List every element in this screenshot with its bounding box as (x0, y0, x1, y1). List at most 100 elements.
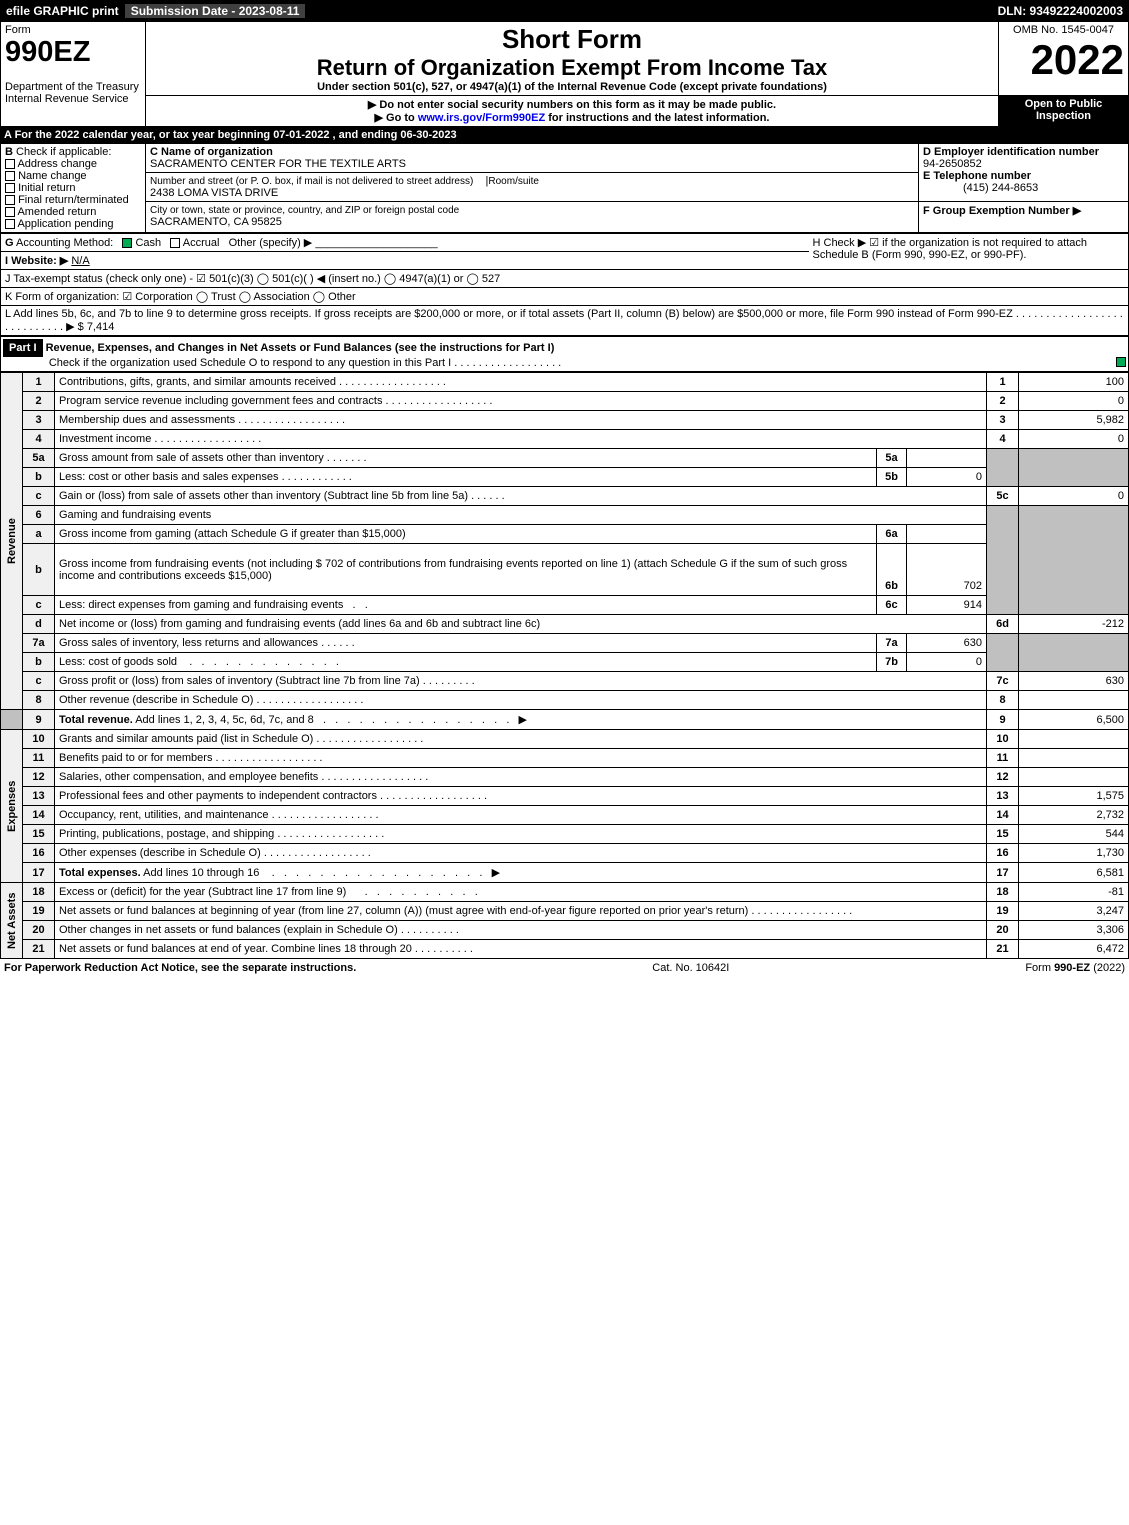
amended-checkbox[interactable] (5, 207, 15, 217)
rn15: 15 (987, 825, 1019, 844)
n7a: 7a (23, 634, 55, 653)
t5c: Gain or (loss) from sale of assets other… (55, 487, 987, 506)
v21: 6,472 (1019, 940, 1129, 959)
v20: 3,306 (1019, 921, 1129, 940)
t18: Excess or (deficit) for the year (Subtra… (55, 883, 987, 902)
subtitle: Under section 501(c), 527, or 4947(a)(1)… (150, 81, 994, 93)
n17: 17 (23, 863, 55, 883)
n6a: a (23, 525, 55, 544)
t21: Net assets or fund balances at end of ye… (55, 940, 987, 959)
t10: Grants and similar amounts paid (list in… (55, 730, 987, 749)
short-form: Short Form (150, 24, 994, 55)
t2: Program service revenue including govern… (55, 392, 987, 411)
room-label: Room/suite (488, 176, 539, 187)
v12 (1019, 768, 1129, 787)
instructions-cell: ▶ Do not enter social security numbers o… (146, 96, 999, 127)
n5b: b (23, 468, 55, 487)
v7c: 630 (1019, 672, 1129, 691)
accrual-checkbox[interactable] (170, 238, 180, 248)
sn5a: 5a (877, 449, 907, 468)
form-word: Form (5, 24, 31, 36)
name-change-checkbox[interactable] (5, 171, 15, 181)
n8: 8 (23, 691, 55, 710)
shade6 (987, 506, 1019, 615)
rev-end (1, 710, 23, 730)
t12: Salaries, other compensation, and employ… (55, 768, 987, 787)
n6d: d (23, 615, 55, 634)
n18: 18 (23, 883, 55, 902)
final-checkbox[interactable] (5, 195, 15, 205)
form-number: 990EZ (5, 36, 90, 68)
goto-link[interactable]: ▶ Go to www.irs.gov/Form990EZ for instru… (150, 111, 994, 124)
shade5 (987, 449, 1019, 487)
shade6v (1019, 506, 1129, 615)
sn6b: 6b (877, 544, 907, 596)
box-c-name: C Name of organization SACRAMENTO CENTER… (146, 144, 919, 173)
tax-year: 2022 (1003, 36, 1124, 84)
v5c: 0 (1019, 487, 1129, 506)
t8: Other revenue (describe in Schedule O) (55, 691, 987, 710)
omb-year-cell: OMB No. 1545-0047 2022 (999, 22, 1129, 96)
line-h: H Check ▶ ☑ if the organization is not r… (809, 234, 1129, 270)
expenses-vert: Expenses (1, 730, 23, 883)
t7a: Gross sales of inventory, less returns a… (55, 634, 877, 653)
dln: DLN: 93492224002003 (992, 4, 1129, 18)
n15: 15 (23, 825, 55, 844)
n7c: c (23, 672, 55, 691)
sv5b: 0 (907, 468, 987, 487)
cash-checkbox[interactable] (122, 238, 132, 248)
n19: 19 (23, 902, 55, 921)
street: 2438 LOMA VISTA DRIVE (150, 187, 278, 199)
rn2: 2 (987, 392, 1019, 411)
v4: 0 (1019, 430, 1129, 449)
v18: -81 (1019, 883, 1129, 902)
sn5b: 5b (877, 468, 907, 487)
addr-change-checkbox[interactable] (5, 159, 15, 169)
footer-left: For Paperwork Reduction Act Notice, see … (4, 962, 356, 974)
footer-mid: Cat. No. 10642I (652, 962, 729, 974)
ssn-warning: ▶ Do not enter social security numbers o… (150, 98, 994, 111)
t7c: Gross profit or (loss) from sales of inv… (55, 672, 987, 691)
submission-date: Submission Date - 2023-08-11 (125, 4, 306, 18)
line-j: J Tax-exempt status (check only one) - ☑… (1, 270, 1129, 288)
rn12: 12 (987, 768, 1019, 787)
v1: 100 (1019, 373, 1129, 392)
shade5v (1019, 449, 1129, 487)
pending-checkbox[interactable] (5, 219, 15, 229)
part1-checkbox[interactable] (1116, 357, 1126, 367)
line-l: L Add lines 5b, 6c, and 7b to line 9 to … (1, 306, 1129, 336)
box-c-city: City or town, state or province, country… (146, 202, 919, 233)
t7b: Less: cost of goods sold . . . . . . . .… (55, 653, 877, 672)
t17: Total expenses. Add lines 10 through 16 … (55, 863, 987, 883)
rn8: 8 (987, 691, 1019, 710)
t5a: Gross amount from sale of assets other t… (55, 449, 877, 468)
v15: 544 (1019, 825, 1129, 844)
t6d: Net income or (loss) from gaming and fun… (55, 615, 987, 634)
rn17: 17 (987, 863, 1019, 883)
n12: 12 (23, 768, 55, 787)
dots (454, 357, 561, 369)
sn7b: 7b (877, 653, 907, 672)
box-c-street: Number and street (or P. O. box, if mail… (146, 173, 919, 202)
city: SACRAMENTO, CA 95825 (150, 216, 282, 228)
open-public: Open to Public Inspection (999, 96, 1129, 127)
initial-checkbox[interactable] (5, 183, 15, 193)
rn3: 3 (987, 411, 1019, 430)
v8 (1019, 691, 1129, 710)
rn7c: 7c (987, 672, 1019, 691)
t16: Other expenses (describe in Schedule O) (55, 844, 987, 863)
opt-final: Final return/terminated (18, 194, 129, 206)
t19: Net assets or fund balances at beginning… (55, 902, 987, 921)
t6c: Less: direct expenses from gaming and fu… (55, 596, 877, 615)
net-vert: Net Assets (1, 883, 23, 959)
t20: Other changes in net assets or fund bala… (55, 921, 987, 940)
sv6c: 914 (907, 596, 987, 615)
revenue-vert: Revenue (1, 373, 23, 710)
v11 (1019, 749, 1129, 768)
sv5a (907, 449, 987, 468)
sv7b: 0 (907, 653, 987, 672)
rn10: 10 (987, 730, 1019, 749)
n10: 10 (23, 730, 55, 749)
rn11: 11 (987, 749, 1019, 768)
sv7a: 630 (907, 634, 987, 653)
